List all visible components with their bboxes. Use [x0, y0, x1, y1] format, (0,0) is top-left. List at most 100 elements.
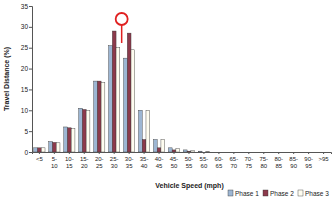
bar	[307, 152, 311, 153]
tick-label: 5	[24, 128, 28, 135]
tick: 15	[21, 86, 32, 93]
bar	[38, 148, 42, 152]
bar	[157, 148, 161, 152]
tick-mark	[29, 48, 32, 49]
tick-mark	[323, 152, 324, 154]
tick-label: 50-55	[185, 156, 194, 169]
bar	[322, 152, 326, 153]
tick: 55-60	[200, 152, 209, 169]
tick: 10	[21, 107, 32, 114]
bar	[292, 152, 296, 153]
bar	[266, 152, 270, 153]
bar	[131, 50, 135, 152]
tick-label: 20	[21, 65, 29, 72]
tick-label: 70-75	[244, 156, 253, 169]
tick-label: 80-85	[274, 156, 283, 169]
tick-label: 60-65	[215, 156, 224, 169]
tick-mark	[293, 152, 294, 154]
bar	[56, 143, 60, 152]
bar	[109, 46, 113, 152]
tick-mark	[39, 152, 40, 154]
tick: 65-70	[230, 152, 239, 169]
bar	[101, 82, 105, 152]
tick: 70-75	[244, 152, 253, 169]
bar	[191, 151, 195, 152]
tick: 35-40	[140, 152, 149, 169]
bar	[94, 81, 98, 152]
bar	[187, 151, 191, 152]
tick-label: 90-95	[304, 156, 313, 169]
tick: 40-45	[155, 152, 164, 169]
tick: 50-55	[185, 152, 194, 169]
bar	[71, 129, 75, 152]
tick-label: 10	[21, 107, 29, 114]
tick-mark	[69, 152, 70, 154]
tick-label: 5-10	[51, 156, 58, 169]
tick-label: 35-40	[140, 156, 149, 169]
bar	[243, 152, 247, 153]
tick-mark	[99, 152, 100, 154]
bar	[172, 150, 176, 152]
bar	[183, 150, 187, 152]
bar	[258, 152, 262, 153]
tick: 10-15	[65, 152, 74, 169]
plot: 05101520253035<55-1010-1515-2020-2525-30…	[21, 3, 332, 169]
bar	[138, 110, 142, 152]
tick: 80-85	[274, 152, 283, 169]
annotation-circle	[116, 13, 128, 25]
tick: 15-20	[80, 152, 89, 169]
tick: 20-25	[95, 152, 104, 169]
tick: 20	[21, 65, 32, 72]
bar	[232, 152, 236, 153]
bar	[325, 152, 329, 153]
tick-label: 25-30	[110, 156, 119, 169]
tick-label: 25	[21, 44, 29, 51]
tick: 30-35	[125, 152, 134, 169]
bars	[34, 31, 210, 152]
tick-label: 30-35	[125, 156, 134, 169]
x-axis: <55-1010-1515-2020-2525-3030-3535-4040-4…	[33, 152, 332, 169]
axis-line	[29, 7, 33, 153]
tick-mark	[29, 89, 32, 90]
tick-label: 20-25	[95, 156, 104, 169]
tick-mark	[308, 152, 309, 154]
tick-mark	[84, 152, 85, 154]
legend-label: Phase 1	[235, 190, 259, 197]
tick: 60-65	[215, 152, 224, 169]
tick-mark	[188, 152, 189, 154]
bar	[236, 152, 240, 153]
bar	[124, 58, 128, 152]
tick: 85-90	[289, 152, 298, 169]
legend-swatch	[228, 190, 233, 196]
tick-mark	[278, 152, 279, 154]
bar	[127, 33, 131, 152]
tick-mark	[159, 152, 160, 154]
legend-entry: Phase 2	[263, 190, 294, 197]
tick: 5-10	[51, 152, 58, 169]
tick-mark	[203, 152, 204, 154]
tick: 25	[21, 44, 32, 51]
tick-mark	[29, 27, 32, 28]
tick-label: 55-60	[200, 156, 209, 169]
series	[41, 48, 209, 152]
legend-entry: Phase 1	[228, 190, 259, 197]
legend-label: Phase 3	[305, 190, 329, 197]
bar	[228, 152, 232, 153]
bar	[168, 148, 172, 152]
tick-label: 85-90	[289, 156, 298, 169]
tick: 30	[21, 23, 32, 30]
tick-mark	[233, 152, 234, 154]
bar	[142, 139, 146, 152]
bar	[112, 31, 116, 152]
bar	[217, 152, 221, 153]
tick-label: 15-20	[80, 156, 89, 169]
bar	[262, 152, 266, 153]
series	[34, 46, 202, 152]
bar	[213, 152, 217, 153]
tick-mark	[144, 152, 145, 154]
bar	[79, 108, 83, 152]
tick-mark	[29, 6, 32, 7]
tick-label: 10-15	[65, 156, 74, 169]
tick-label: 45-50	[170, 156, 179, 169]
axis-line	[33, 153, 332, 155]
